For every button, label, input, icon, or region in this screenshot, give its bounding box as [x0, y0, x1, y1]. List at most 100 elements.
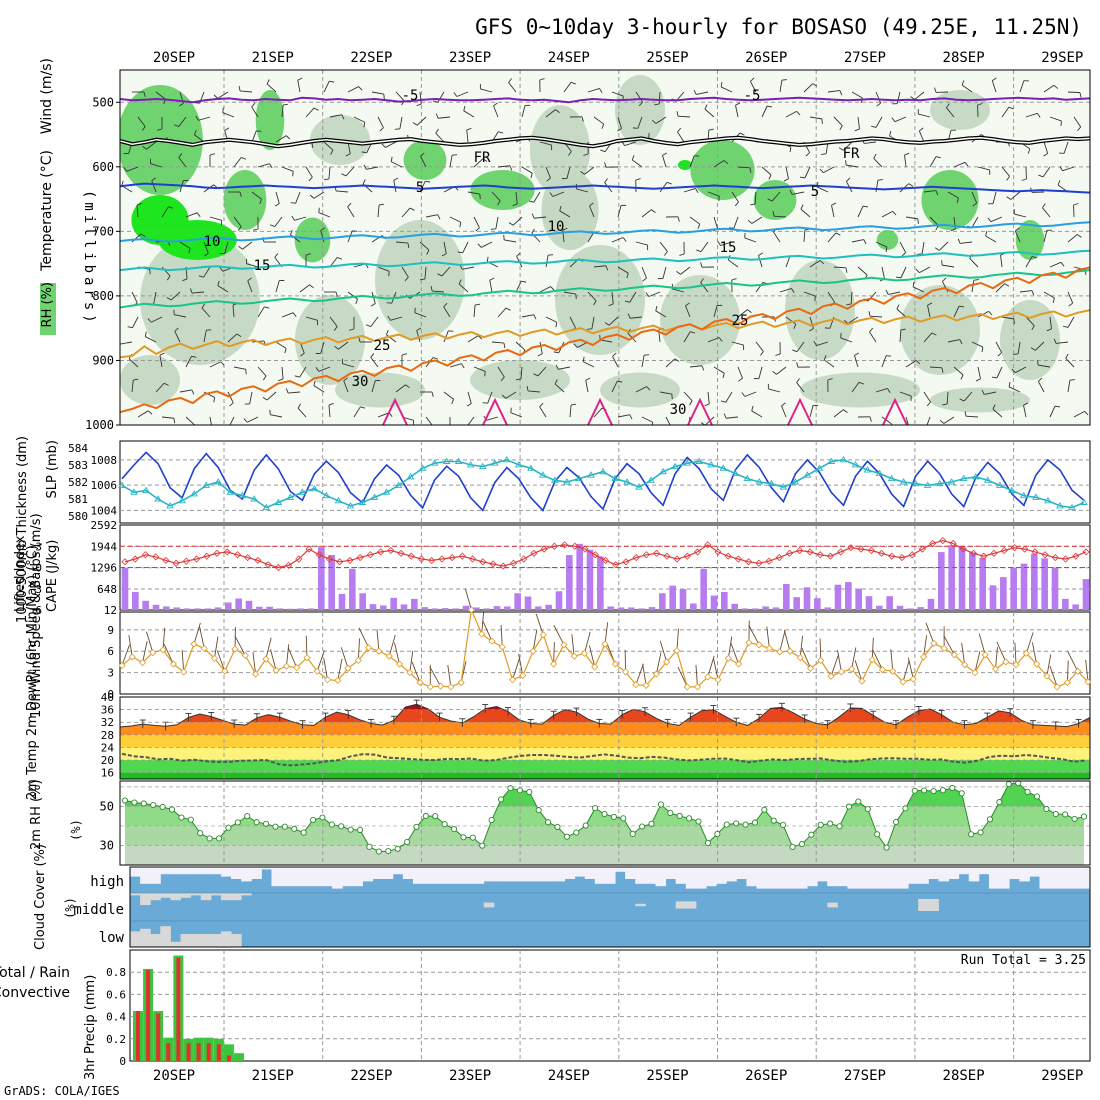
- date-label-bottom: 23SEP: [449, 1068, 491, 1084]
- wind-speed-marker: [252, 670, 260, 678]
- wind-barb: [969, 258, 979, 268]
- ytick-rh: 50: [100, 799, 114, 813]
- rh-marker: [291, 825, 298, 832]
- lifted-index-marker: [182, 557, 190, 565]
- lifted-index-marker: [693, 548, 702, 556]
- cape-bar: [194, 608, 201, 610]
- wind-barb-flag: [285, 388, 289, 394]
- rh-marker: [921, 787, 928, 794]
- wind-barb-10m: [584, 631, 591, 654]
- rh-marker: [366, 843, 373, 850]
- wind-barb-flag: [651, 119, 657, 124]
- ytick-temp: 40: [101, 691, 114, 704]
- run-total: Run Total = 3.25: [961, 953, 1086, 968]
- cape-bar: [917, 607, 924, 610]
- wind-barb: [953, 366, 964, 376]
- wind-barb-flag: [781, 79, 787, 81]
- wind-barb: [847, 316, 859, 324]
- wind-barb-flag: [1037, 360, 1039, 366]
- wind-barb-flag: [209, 153, 215, 156]
- thickness-marker: [635, 483, 643, 490]
- ytick-precip: 0.2: [106, 1033, 126, 1046]
- rh-marker: [639, 823, 646, 830]
- wind-barb-flag: [626, 273, 629, 279]
- wind-barb-10m: [961, 642, 966, 665]
- wind-barb: [153, 291, 157, 304]
- date-label-top: 26SEP: [745, 50, 787, 66]
- wind-barb: [971, 191, 978, 204]
- wind-barb-flag: [512, 203, 518, 207]
- thickness-marker: [1044, 496, 1052, 504]
- cape-bar: [545, 604, 552, 610]
- wind-barb-flag: [599, 88, 603, 93]
- wind-barb-flag: [821, 118, 823, 124]
- cloud-high-cell: [433, 867, 444, 884]
- wind-barb: [700, 282, 709, 293]
- wind-barb: [294, 216, 307, 221]
- thickness-marker: [503, 455, 511, 463]
- wind-barb-flag: [919, 127, 924, 132]
- wind-barb: [1019, 290, 1032, 293]
- cloud-middle-cell: [483, 902, 495, 908]
- wind-barb-flag: [533, 314, 537, 320]
- ytick-temp: 20: [101, 754, 114, 767]
- wind-barb: [463, 110, 475, 118]
- cloud-high-cell: [423, 867, 434, 884]
- wind-barb-flag: [531, 228, 535, 234]
- cape-bar: [287, 608, 294, 610]
- wind-speed-marker: [950, 651, 958, 659]
- lifted-index-marker: [448, 554, 456, 562]
- cape-bar: [390, 597, 397, 610]
- wind-barb-10m: [783, 629, 791, 652]
- wind-speed-marker: [467, 606, 475, 614]
- wind-speed-marker: [755, 641, 763, 649]
- lifted-index-marker: [867, 546, 875, 555]
- wind-barb-flag: [904, 152, 910, 156]
- wind-barb-flag: [877, 179, 883, 181]
- wind-barb-10m: [907, 657, 914, 680]
- thickness-marker: [539, 471, 547, 478]
- cape-bar: [907, 608, 914, 610]
- wind-barb: [929, 366, 943, 369]
- wind-barb-10m: [779, 630, 786, 653]
- rh-shade-mid: [800, 372, 920, 408]
- wind-barb: [875, 116, 883, 128]
- wind-barb: [467, 391, 472, 404]
- ytick-thickness: 583: [68, 459, 88, 472]
- lifted-index-marker: [356, 554, 364, 562]
- wind-barb: [449, 216, 461, 223]
- wind-barb: [942, 264, 955, 268]
- wind-barb-flag: [585, 377, 591, 381]
- wind-barb: [242, 241, 253, 250]
- lifted-index-marker: [857, 545, 865, 553]
- cloud-high-cell: [271, 867, 283, 887]
- wind-speed-marker: [1002, 658, 1010, 666]
- wind-barb-10m: [553, 642, 555, 665]
- wind-barb: [155, 382, 165, 393]
- wind-barb-flag: [178, 153, 183, 158]
- cape-bar: [307, 608, 315, 610]
- wind-barb: [466, 130, 469, 143]
- wind-barb-flag: [868, 311, 871, 317]
- wind-barb-10m: [588, 645, 596, 668]
- ytick-pressure: 500: [92, 95, 114, 109]
- wind-barb: [533, 191, 541, 203]
- rh-marker: [968, 831, 975, 838]
- wind-barb: [217, 91, 229, 99]
- wind-barb: [923, 332, 933, 343]
- thickness-marker: [190, 490, 198, 497]
- lifted-index-marker: [601, 556, 610, 564]
- wind-barb: [510, 412, 523, 418]
- cloud-high-cell: [615, 867, 626, 872]
- lifted-index-marker: [622, 558, 630, 566]
- rh-marker: [827, 820, 834, 827]
- wind-barb-flag: [313, 380, 316, 386]
- thickness-marker: [490, 459, 499, 466]
- wind-barb-10m: [388, 634, 396, 657]
- wind-barb: [1001, 316, 1014, 320]
- cloud-middle-cell: [210, 893, 222, 896]
- wind-barb-flag: [437, 214, 441, 220]
- wind-barb: [1043, 141, 1049, 154]
- wind-barb: [336, 190, 349, 193]
- thickness-marker: [911, 479, 920, 487]
